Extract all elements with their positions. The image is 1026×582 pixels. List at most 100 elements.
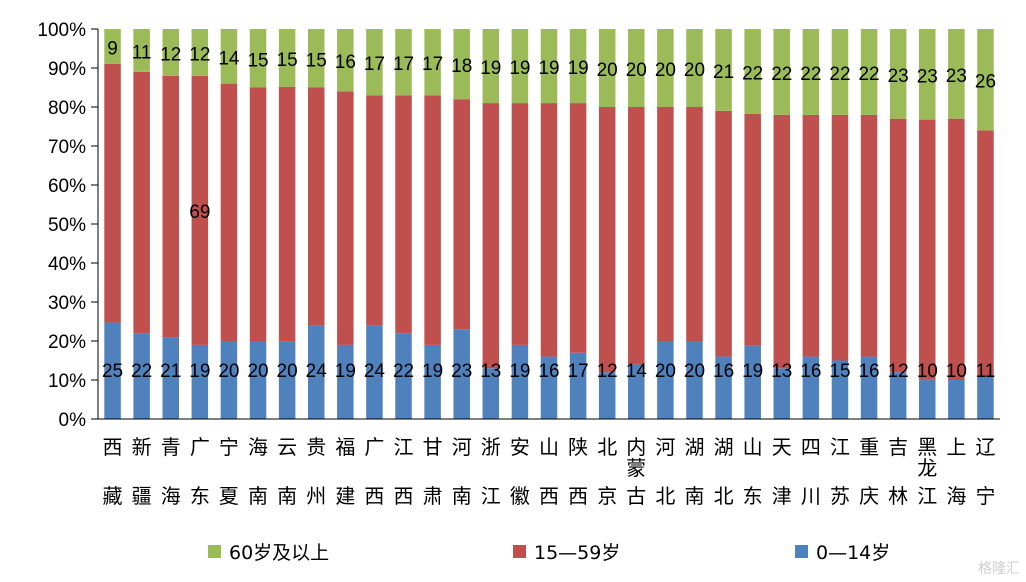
x-category-char: 西	[539, 484, 559, 508]
data-label: 11	[976, 361, 996, 382]
bar-segment-60plus	[453, 29, 470, 100]
data-label: 19	[568, 58, 589, 79]
data-label: 23	[888, 66, 909, 87]
y-tick-label: 0%	[59, 410, 87, 431]
bar-segment-0-14	[307, 325, 325, 419]
x-category-char: 内	[626, 435, 646, 459]
bar-segment-60plus	[337, 29, 354, 92]
legend-item-0-14: 0—14岁	[795, 538, 890, 565]
x-category-char: 庆	[859, 484, 879, 508]
bar-segment-60plus	[977, 29, 994, 131]
x-category-char: 东	[743, 484, 763, 508]
bar-segment-60plus	[773, 29, 791, 115]
bar-segment-60plus	[860, 29, 878, 115]
data-label: 13	[480, 361, 501, 382]
x-category-char: 北	[714, 484, 734, 508]
legend-swatch-15-59	[513, 545, 526, 558]
x-category-label: 广东	[190, 435, 210, 508]
data-label: 25	[102, 361, 123, 382]
y-tick-label: 60%	[48, 176, 86, 197]
bar-segment-60plus	[657, 29, 674, 107]
bar-segment-0-14	[278, 341, 296, 419]
data-label: 12	[888, 361, 909, 382]
x-category-char: 藏	[103, 484, 123, 508]
legend-item-60plus: 60岁及以上	[208, 538, 329, 565]
data-label: 9	[107, 38, 118, 59]
x-category-label: 福建	[335, 435, 355, 508]
x-category-label: 海南	[248, 435, 268, 508]
data-label: 19	[335, 361, 356, 382]
x-category-label: 辽宁	[975, 435, 995, 508]
legend-swatch-60plus	[208, 545, 221, 558]
x-category-label: 山西	[539, 435, 559, 508]
x-category-char: 江	[394, 435, 414, 459]
data-label: 20	[277, 361, 298, 382]
data-label: 19	[189, 361, 210, 382]
x-category-char: 安	[510, 435, 530, 459]
data-label: 22	[771, 64, 792, 85]
bar-segment-60plus	[919, 29, 936, 120]
x-category-char: 陕	[568, 435, 588, 459]
data-label: 17	[422, 54, 443, 75]
x-category-char: 西	[103, 435, 123, 459]
bar-segment-15-59	[511, 103, 529, 345]
x-category-char: 河	[655, 435, 675, 459]
x-category-char: 州	[306, 484, 326, 508]
x-category-char: 山	[743, 435, 763, 459]
bar-segment-60plus	[249, 29, 267, 88]
bar-segment-15-59	[744, 113, 761, 346]
bar-segment-0-14	[511, 344, 529, 419]
x-category-label: 内蒙古	[626, 435, 646, 508]
data-label: 15	[829, 361, 850, 382]
x-category-label: 甘肃	[423, 435, 443, 508]
data-label: 12	[597, 361, 618, 382]
x-category-char: 江	[917, 484, 937, 508]
x-category-label: 新疆	[132, 435, 152, 508]
y-tick-label: 30%	[48, 293, 86, 314]
data-label: 17	[393, 54, 414, 75]
bar-segment-15-59	[657, 107, 674, 341]
bar-segment-15-59	[977, 130, 994, 377]
x-category-char: 山	[539, 435, 559, 459]
x-category-char: 福	[335, 435, 355, 459]
legend-label-60plus: 60岁及以上	[229, 542, 330, 564]
x-category-char: 京	[597, 484, 617, 508]
x-category-char: 青	[161, 435, 181, 459]
data-label: 10	[917, 361, 938, 382]
bar-segment-0-14	[162, 337, 179, 419]
bar-segment-0-14	[569, 352, 587, 419]
data-label: 20	[655, 361, 676, 382]
legend: 60岁及以上 15—59岁 0—14岁	[0, 538, 1026, 568]
watermark: 格隆汇	[978, 561, 1020, 577]
bar-segment-60plus	[162, 29, 179, 76]
x-category-label: 重庆	[859, 435, 879, 508]
x-category-char: 夏	[219, 484, 239, 508]
bar-segment-15-59	[395, 95, 412, 334]
data-label: 20	[655, 60, 676, 81]
x-category-char: 南	[248, 484, 268, 508]
bar-segment-0-14	[249, 341, 267, 419]
data-label: 20	[626, 60, 647, 81]
data-label: 24	[364, 361, 386, 382]
x-category-char: 苏	[830, 484, 850, 508]
bar-segment-60plus	[511, 29, 529, 104]
x-category-char: 蒙	[626, 456, 646, 480]
bar-segment-0-14	[366, 325, 383, 419]
bar-segment-15-59	[191, 75, 209, 345]
x-category-char: 上	[946, 435, 966, 459]
data-label: 16	[538, 361, 559, 382]
bar-segment-60plus	[220, 29, 238, 84]
data-label: 12	[160, 44, 181, 65]
x-category-char: 南	[452, 484, 472, 508]
x-category-char: 徽	[510, 484, 530, 508]
x-category-char: 海	[248, 435, 268, 459]
bar-segment-15-59	[540, 103, 558, 357]
x-category-label: 宁夏	[219, 435, 239, 508]
bar-segment-0-14	[715, 356, 732, 419]
data-label: 19	[480, 58, 501, 79]
bar-segment-0-14	[686, 341, 703, 419]
legend-item-15-59: 15—59岁	[513, 538, 620, 565]
x-category-label: 西藏	[103, 435, 123, 508]
x-category-char: 广	[364, 435, 384, 459]
x-category-char: 古	[626, 484, 646, 508]
